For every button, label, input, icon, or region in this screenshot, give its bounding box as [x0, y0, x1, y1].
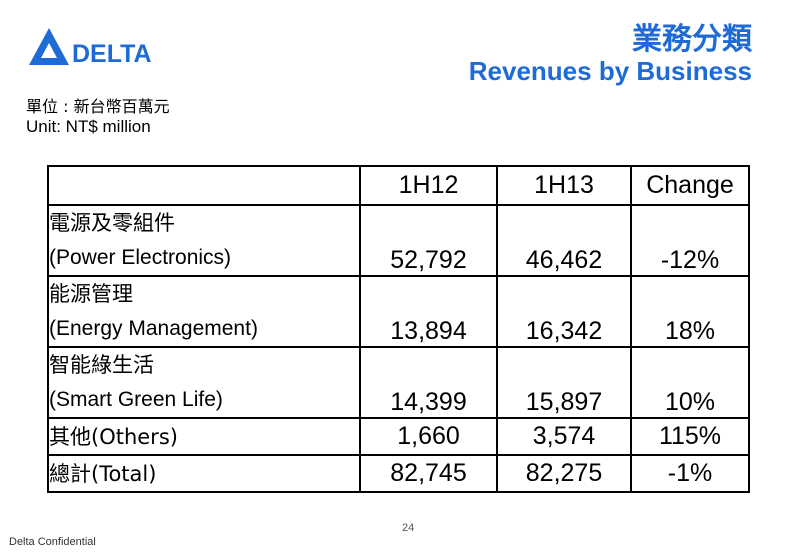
header-cell-1h12: 1H12 [359, 165, 498, 206]
table-row-total: 總計(Total) 82,745 82,275 -1% [47, 454, 750, 493]
table-row: 能源管理 (Energy Management) 13,894 16,342 18… [47, 275, 750, 348]
delta-triangle-logo-icon: DELTA [29, 28, 152, 68]
cell-1h13: 3,574 [496, 417, 632, 456]
row-label: 智能綠生活 (Smart Green Life) [47, 346, 361, 419]
logo-text: DELTA [72, 40, 152, 67]
cell-1h13: 16,342 [496, 275, 632, 348]
header-cell-change: Change [630, 165, 750, 206]
delta-logo: DELTA [27, 25, 167, 68]
header-cell-empty [47, 165, 361, 206]
row-label-en: (Smart Green Life) [49, 388, 223, 411]
row-label-zh: 能源管理 [49, 282, 133, 306]
unit-label-zh: 單位 : 新台幣百萬元 [26, 97, 170, 116]
cell-1h13: 46,462 [496, 204, 632, 277]
row-label-zh: 電源及零組件 [49, 211, 175, 235]
cell-change: -1% [630, 454, 750, 493]
table-header-row: 1H12 1H13 Change [47, 165, 750, 206]
page-number: 24 [402, 522, 415, 534]
table-row: 其他(Others) 1,660 3,574 115% [47, 417, 750, 456]
page-title-zh: 業務分類 [632, 22, 752, 57]
row-label: 總計(Total) [47, 454, 361, 493]
row-label: 電源及零組件 (Power Electronics) [47, 204, 361, 277]
cell-1h12: 52,792 [359, 204, 498, 277]
page-title-en: Revenues by Business [468, 56, 752, 86]
table-row: 電源及零組件 (Power Electronics) 52,792 46,462 … [47, 204, 750, 277]
cell-1h12: 14,399 [359, 346, 498, 419]
cell-change: 10% [630, 346, 750, 419]
row-label-en: (Energy Management) [49, 317, 258, 340]
cell-1h12: 1,660 [359, 417, 498, 456]
cell-1h13: 15,897 [496, 346, 632, 419]
row-label-zh: 智能綠生活 [49, 353, 154, 377]
cell-change: -12% [630, 204, 750, 277]
row-label-en: (Power Electronics) [49, 246, 232, 269]
confidential-notice: Delta Confidential [9, 536, 96, 548]
header-cell-1h13: 1H13 [496, 165, 632, 206]
revenue-table: 1H12 1H13 Change 電源及零組件 (Power Electronic… [47, 165, 750, 493]
cell-1h12: 13,894 [359, 275, 498, 348]
cell-change: 115% [630, 417, 750, 456]
row-label: 能源管理 (Energy Management) [47, 275, 361, 348]
cell-1h13: 82,275 [496, 454, 632, 493]
cell-1h12: 82,745 [359, 454, 498, 493]
row-label: 其他(Others) [47, 417, 361, 456]
table-row: 智能綠生活 (Smart Green Life) 14,399 15,897 10… [47, 346, 750, 419]
unit-label-en: Unit: NT$ million [26, 117, 151, 136]
cell-change: 18% [630, 275, 750, 348]
